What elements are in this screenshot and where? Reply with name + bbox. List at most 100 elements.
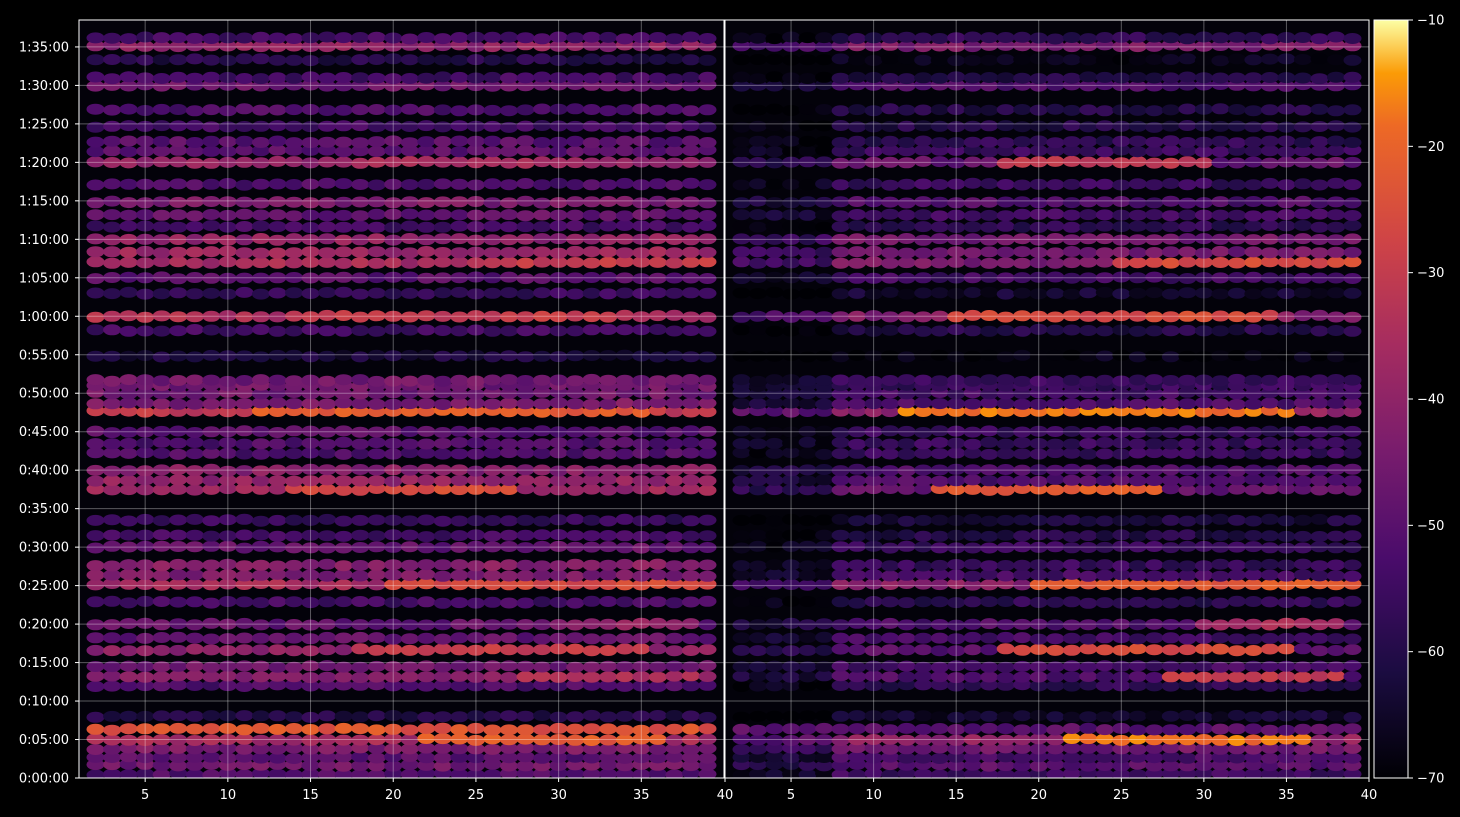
heatmap-cell [582,246,601,258]
heatmap-cell [1128,234,1147,246]
heatmap-cell [1194,643,1213,655]
heatmap-cell [599,541,618,553]
heatmap-cell [433,578,452,590]
heatmap-cell [1145,710,1164,722]
heatmap-cell [136,245,155,257]
heatmap-cell [1194,484,1213,496]
heatmap-cell [732,54,751,66]
heatmap-cell [268,618,287,630]
heatmap-cell [930,559,949,571]
heatmap-cell [1277,324,1296,336]
heatmap-cell [218,680,237,692]
heatmap-cell [798,80,817,92]
heatmap-cell [632,597,651,608]
heatmap-cell [86,350,105,362]
heatmap-cell [1029,483,1048,495]
heatmap-cell [1227,426,1246,438]
heatmap-cell [367,671,386,683]
heatmap-cell [500,350,518,362]
heatmap-cell [400,473,419,485]
heatmap-cell [1046,619,1065,631]
heatmap-cell [698,233,717,245]
heatmap-cell [1145,221,1164,233]
heatmap-cell [1178,484,1197,496]
heatmap-cell [169,32,188,44]
heatmap-cell [947,104,966,115]
heatmap-cell [1046,155,1065,167]
heatmap-cell [268,560,287,572]
heatmap-cell [665,309,684,321]
x-tick-label: 30 [550,788,567,803]
heatmap-cell [119,597,138,609]
heatmap-cell [136,40,155,52]
heatmap-cell [1277,375,1296,386]
heatmap-cell [897,438,916,450]
heatmap-cell [1161,246,1180,258]
heatmap-cell [1244,759,1263,771]
heatmap-cell [268,397,287,409]
heatmap-cell [815,287,834,299]
y-tick-label: 0:45:00 [19,425,69,440]
heatmap-cell [1128,633,1147,645]
heatmap-cell [86,475,105,487]
heatmap-cell [1079,530,1098,542]
heatmap-cell [433,633,452,645]
heatmap-cell [1211,146,1230,158]
heatmap-cell [1079,256,1098,268]
heatmap-cell [566,209,585,221]
heatmap-cell [86,121,105,133]
heatmap-cell [566,32,585,44]
heatmap-cell [947,542,966,554]
heatmap-cell [1095,579,1114,591]
heatmap-cell [1112,196,1131,207]
heatmap-cell [119,742,138,754]
heatmap-cell [1194,54,1213,66]
heatmap-cell [599,484,618,496]
heatmap-cell [136,220,155,232]
heatmap-cell [732,514,751,526]
heatmap-cell [1343,768,1362,778]
heatmap-cell [765,529,784,541]
heatmap-cell [218,447,237,459]
heatmap-cell [1227,179,1246,191]
heatmap-cell [1310,632,1329,644]
heatmap-cell [1013,569,1032,581]
heatmap-cell [1327,234,1345,246]
heatmap-cell [566,530,585,541]
heatmap-cell [914,325,933,337]
heatmap-cell [831,72,850,84]
heatmap-cell [914,406,933,417]
heatmap-cell [1277,680,1296,692]
heatmap-cell [533,398,552,410]
heatmap-cell [466,349,485,361]
heatmap-cell [500,644,518,656]
heatmap-cell [1327,325,1345,336]
heatmap-cell [86,40,105,52]
heatmap-cell [914,120,933,132]
heatmap-cell [301,578,320,590]
heatmap-cell [152,406,171,417]
heatmap-cell [1062,41,1081,53]
heatmap-cell [1112,375,1131,387]
heatmap-cell [1145,397,1164,409]
heatmap-cell [831,388,850,400]
heatmap-cell [417,759,436,771]
heatmap-cell [301,246,320,258]
heatmap-cell [782,540,801,552]
heatmap-cell [268,155,287,167]
heatmap-cell [897,465,916,477]
heatmap-cell [301,447,320,459]
heatmap-cell [665,531,684,542]
heatmap-cell [798,579,817,591]
heatmap-cell [533,103,552,115]
heatmap-cell [963,680,982,691]
heatmap-cell [1178,103,1197,115]
heatmap-cell [1310,179,1329,191]
heatmap-cell [765,426,784,438]
heatmap-cell [1128,209,1147,221]
heatmap-cell [367,388,386,400]
heatmap-cell [848,135,867,147]
heatmap-cell [285,54,303,66]
heatmap-cell [318,447,337,459]
heatmap-cell [1260,177,1279,189]
